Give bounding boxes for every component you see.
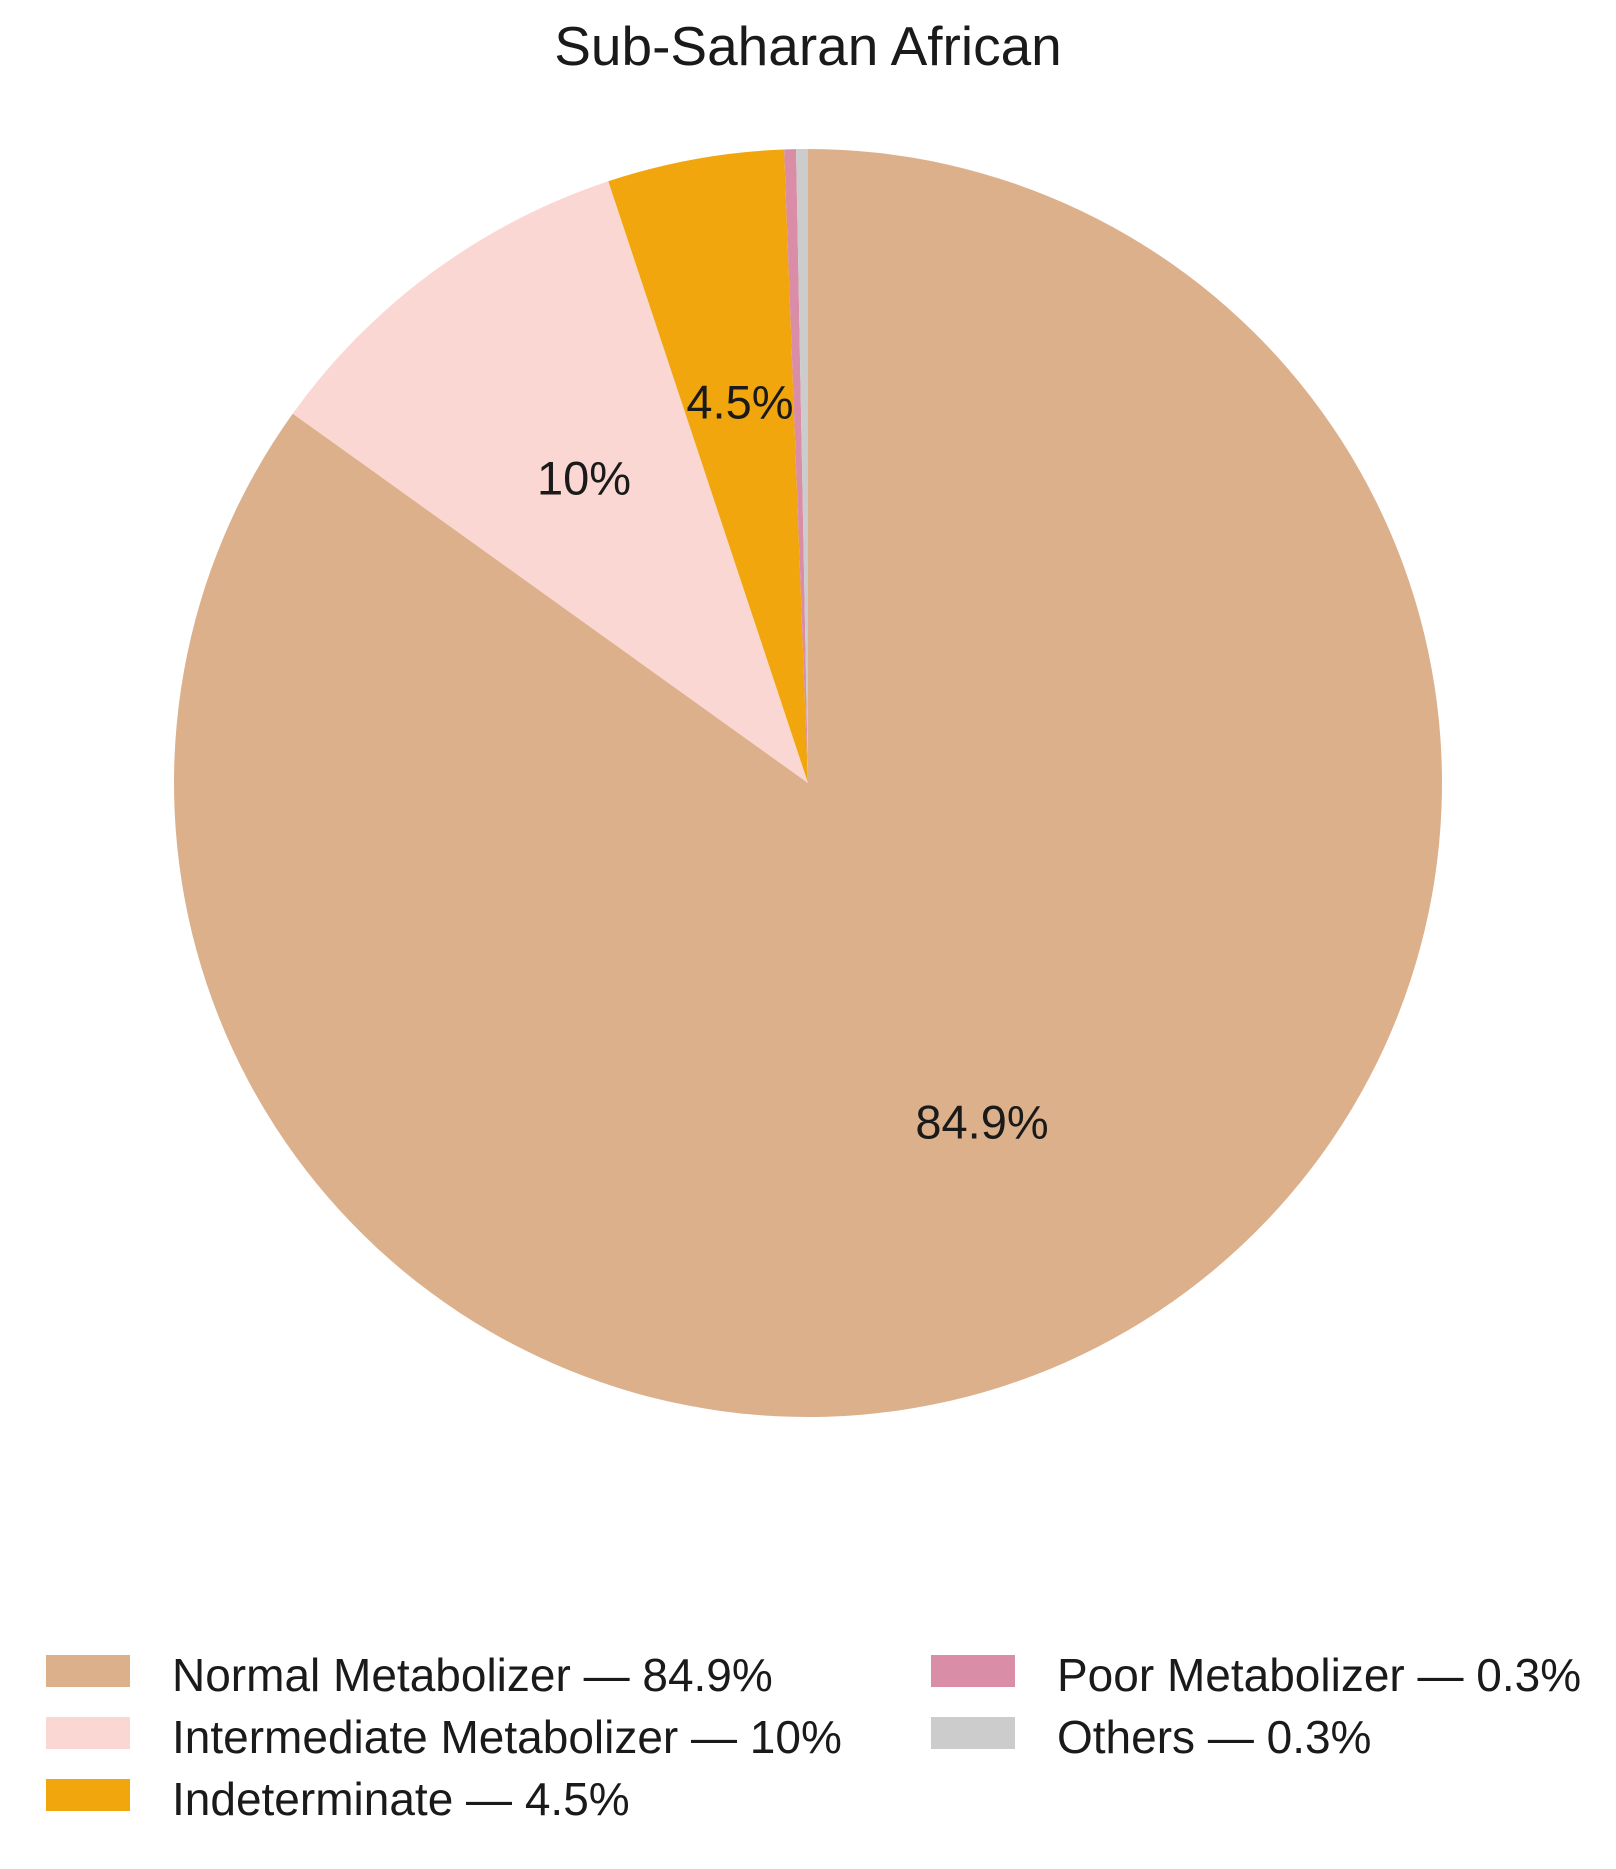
svg-text:84.9%: 84.9% [915, 1095, 1048, 1148]
svg-text:4.5%: 4.5% [686, 375, 793, 428]
svg-text:10%: 10% [537, 451, 631, 504]
